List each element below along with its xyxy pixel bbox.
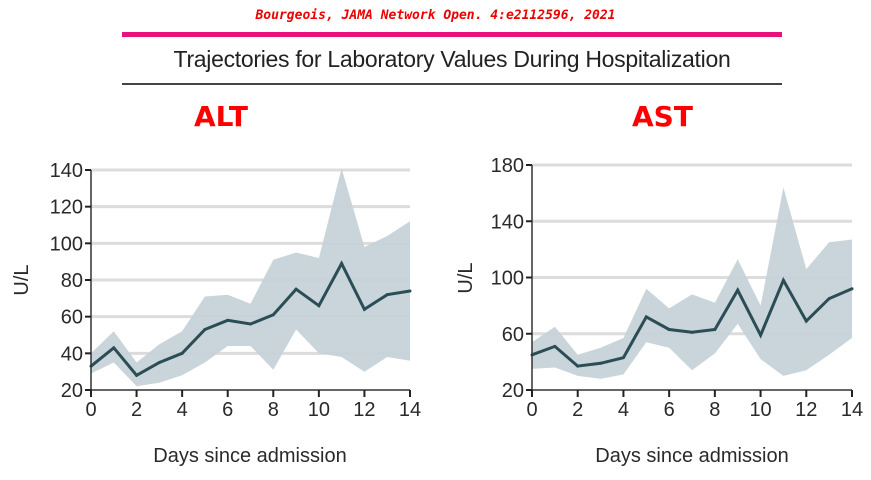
alt-mean-point xyxy=(226,318,230,322)
ast-x-tick-label: 8 xyxy=(709,399,720,421)
alt-x-tick-label: 10 xyxy=(308,399,330,421)
ast-mean-point xyxy=(781,278,785,282)
alt-mean-point xyxy=(203,328,207,331)
title-rule xyxy=(122,83,782,85)
ast-x-tick-label: 2 xyxy=(572,399,583,421)
citation: Bourgeois, JAMA Network Open. 4:e2112596… xyxy=(255,8,616,23)
ast-y-axis-label: U/L xyxy=(455,262,477,293)
ast-mean-point xyxy=(553,344,557,348)
alt-mean-point xyxy=(112,346,116,350)
alt-x-tick-label: 14 xyxy=(399,399,421,421)
alt-mean-point xyxy=(249,322,252,326)
alt-mean-point xyxy=(294,287,298,291)
alt-y-tick-label: 120 xyxy=(50,197,83,219)
ast-y-tick-label: 60 xyxy=(502,324,524,346)
ast-x-tick-label: 10 xyxy=(749,399,771,421)
alt-mean-point xyxy=(271,313,275,317)
ast-x-axis-label: Days since admission xyxy=(595,445,788,467)
ast-mean-point xyxy=(759,333,763,337)
ast-mean-point xyxy=(599,361,603,365)
ast-mean-point xyxy=(850,287,854,291)
figure-title: Trajectories for Laboratory Values Durin… xyxy=(173,46,731,72)
alt-y-axis-label: U/L xyxy=(11,264,33,295)
alt-y-tick-label: 60 xyxy=(61,307,83,329)
ast-x-tick-label: 14 xyxy=(841,399,863,421)
alt-x-tick-label: 12 xyxy=(353,399,375,421)
alt-y-tick-label: 100 xyxy=(50,233,83,255)
panel-label-ast: AST xyxy=(632,100,693,133)
alt-mean-point xyxy=(340,262,344,265)
alt-y-tick-label: 20 xyxy=(61,380,83,402)
alt-mean-point xyxy=(408,289,412,293)
alt-confidence-band xyxy=(91,168,410,387)
ast-mean-point xyxy=(736,288,740,292)
ast-x-tick-label: 0 xyxy=(526,399,537,421)
ast-mean-point xyxy=(827,297,831,301)
ast-y-tick-label: 140 xyxy=(491,211,524,233)
ast-mean-point xyxy=(667,328,671,332)
alt-x-tick-label: 0 xyxy=(85,399,96,421)
alt-x-tick-label: 6 xyxy=(222,399,233,421)
ast-mean-point xyxy=(690,330,694,334)
ast-y-tick-label: 180 xyxy=(491,155,524,177)
ast-mean-point xyxy=(713,328,717,332)
ast-x-tick-label: 4 xyxy=(618,399,629,421)
alt-mean-point xyxy=(385,293,389,297)
alt-x-tick-label: 4 xyxy=(177,399,188,421)
alt-x-tick-label: 8 xyxy=(268,399,279,421)
alt-mean-point xyxy=(157,361,161,364)
ast-mean-point xyxy=(576,364,580,368)
pink-rule xyxy=(122,32,782,37)
ast-x-tick-label: 6 xyxy=(664,399,675,421)
alt-mean-point xyxy=(362,307,366,311)
ast-x-tick-label: 12 xyxy=(795,399,817,421)
ast-y-tick-label: 20 xyxy=(502,380,524,402)
panel-label-alt: ALT xyxy=(194,100,248,133)
alt-mean-point xyxy=(135,373,139,377)
ast-confidence-band xyxy=(532,187,852,379)
ast-mean-point xyxy=(804,319,808,323)
alt-x-tick-label: 2 xyxy=(131,399,142,421)
ast-mean-point xyxy=(621,356,625,360)
alt-y-tick-label: 80 xyxy=(61,270,83,292)
alt-mean-point xyxy=(317,304,321,308)
alt-y-tick-label: 40 xyxy=(61,343,83,365)
alt-x-axis-label: Days since admission xyxy=(153,445,346,467)
alt-mean-point xyxy=(180,351,184,355)
ast-y-tick-label: 100 xyxy=(491,268,524,290)
ast-mean-point xyxy=(644,315,648,319)
alt-y-tick-label: 140 xyxy=(50,160,83,182)
